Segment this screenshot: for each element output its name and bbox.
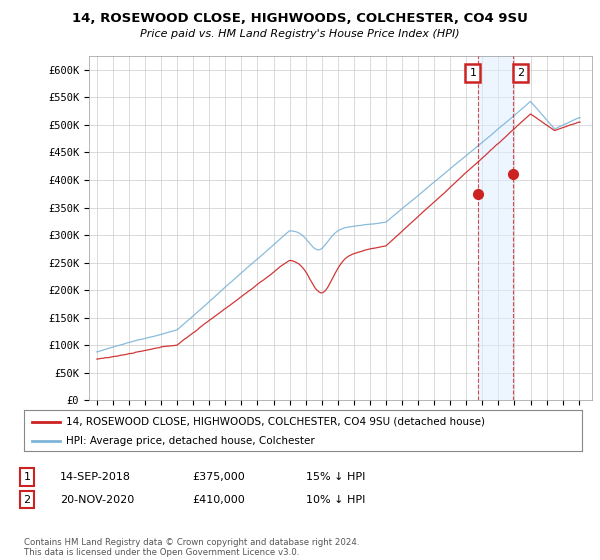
Text: 14, ROSEWOOD CLOSE, HIGHWOODS, COLCHESTER, CO4 9SU: 14, ROSEWOOD CLOSE, HIGHWOODS, COLCHESTE… xyxy=(72,12,528,25)
Text: £375,000: £375,000 xyxy=(192,472,245,482)
Text: £410,000: £410,000 xyxy=(192,494,245,505)
Text: 10% ↓ HPI: 10% ↓ HPI xyxy=(306,494,365,505)
Text: Contains HM Land Registry data © Crown copyright and database right 2024.
This d: Contains HM Land Registry data © Crown c… xyxy=(24,538,359,557)
Text: 2: 2 xyxy=(23,494,31,505)
Bar xyxy=(478,56,513,400)
Text: 1: 1 xyxy=(23,472,31,482)
Text: 14-SEP-2018: 14-SEP-2018 xyxy=(60,472,131,482)
Text: Price paid vs. HM Land Registry's House Price Index (HPI): Price paid vs. HM Land Registry's House … xyxy=(140,29,460,39)
Text: 14, ROSEWOOD CLOSE, HIGHWOODS, COLCHESTER, CO4 9SU (detached house): 14, ROSEWOOD CLOSE, HIGHWOODS, COLCHESTE… xyxy=(66,417,485,427)
Text: 1: 1 xyxy=(469,68,476,78)
Text: 20-NOV-2020: 20-NOV-2020 xyxy=(60,494,134,505)
Text: 2: 2 xyxy=(517,68,524,78)
Text: HPI: Average price, detached house, Colchester: HPI: Average price, detached house, Colc… xyxy=(66,436,314,446)
Text: 15% ↓ HPI: 15% ↓ HPI xyxy=(306,472,365,482)
